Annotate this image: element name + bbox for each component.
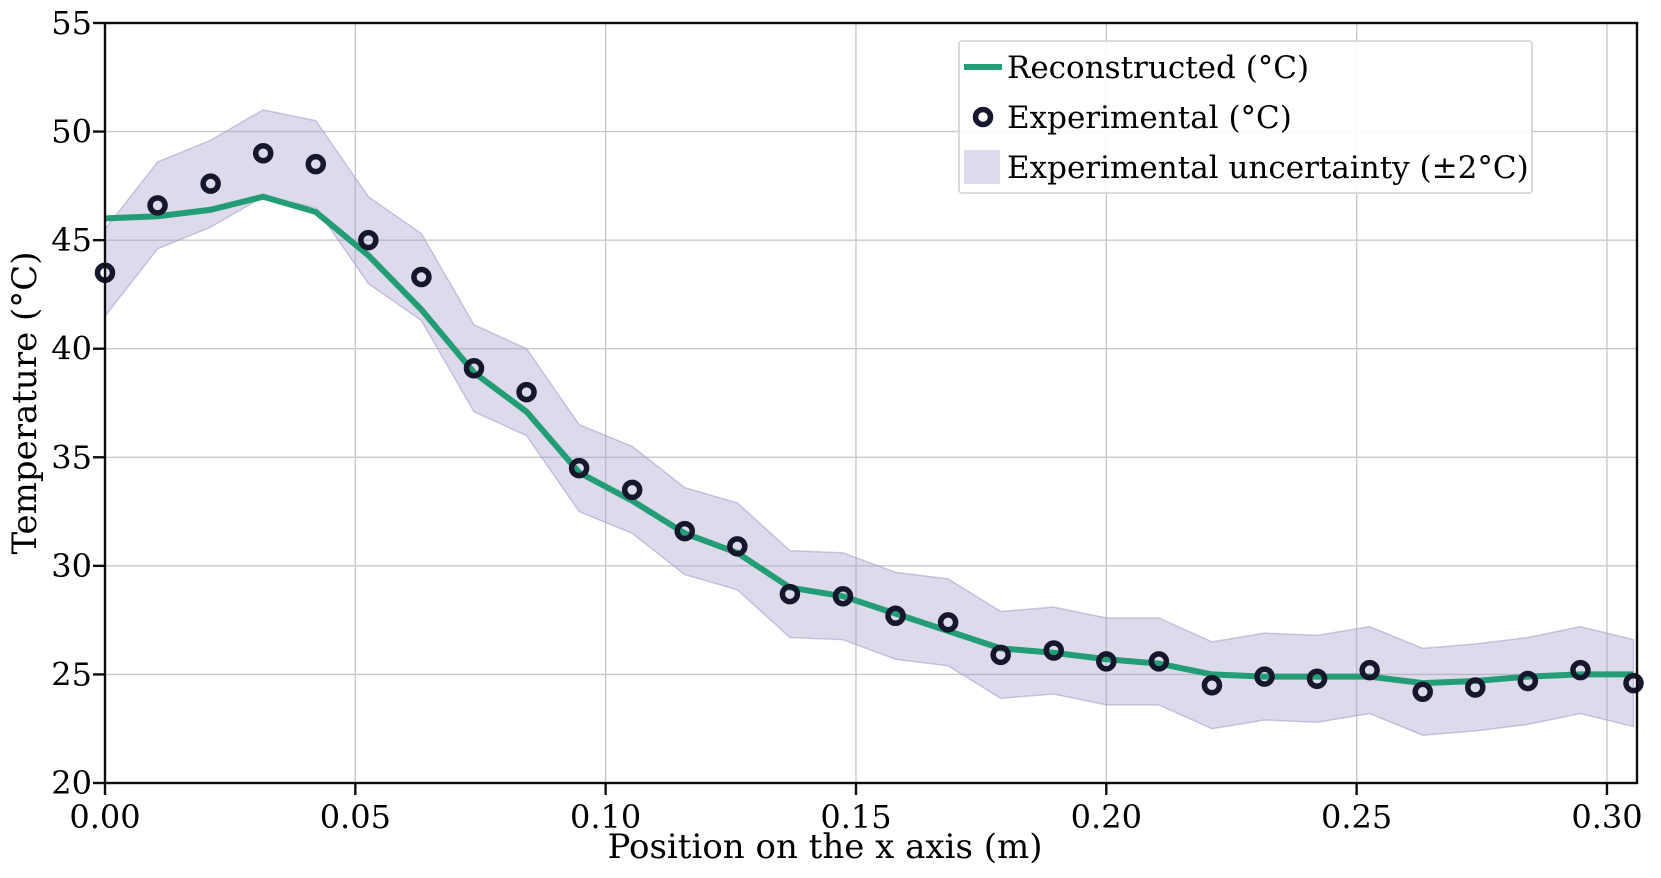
experimental-point (885, 605, 906, 627)
x-tick-label: 0.00 (69, 798, 140, 836)
experimental-point (1623, 672, 1644, 694)
experimental-point (727, 536, 748, 557)
reconstructed-line (104, 193, 1634, 687)
experimental-point (779, 583, 801, 605)
experimental-point (990, 644, 1011, 666)
experimental-point (1043, 640, 1064, 661)
uncertainty-band-polygon (104, 109, 1635, 736)
plot-border (103, 21, 1639, 785)
x-tick-label: 0.30 (1571, 798, 1642, 836)
x-tick-label: 0.05 (320, 798, 391, 836)
experimental-point (463, 358, 485, 379)
experimental-point (1570, 659, 1591, 681)
x-axis-label: Position on the x axis (m) (608, 827, 1043, 867)
experimental-point (305, 153, 327, 175)
x-tick-label: 0.20 (1071, 798, 1142, 836)
y-axis-label: Temperature (°C) (5, 251, 45, 554)
y-tick-label: 50 (51, 113, 92, 151)
uncertainty-band (104, 109, 1635, 736)
experimental-point (147, 195, 168, 216)
experimental-point (1148, 651, 1170, 672)
axis-ticks: 0.00 0.05 0.10 0.15 0.20 0.25 0.30 20 25 30 35 40 45… (51, 4, 1642, 836)
y-tick-label: 30 (51, 547, 92, 585)
legend-label-reconstructed: Reconstructed (°C) (1007, 50, 1309, 86)
x-tick-label: 0.10 (570, 798, 641, 836)
legend-label-experimental: Experimental (°C) (1007, 100, 1292, 136)
experimental-point (1412, 681, 1433, 703)
experimental-point (411, 266, 432, 288)
y-tick-label: 40 (51, 330, 92, 368)
experimental-point (1096, 651, 1117, 672)
experimental-point (674, 520, 696, 542)
reconstructed-polyline (104, 193, 1634, 687)
legend-band-swatch (964, 150, 1000, 184)
experimental-markers (94, 143, 1644, 703)
experimental-point (568, 457, 590, 479)
x-tick-label: 0.25 (1321, 798, 1392, 836)
experimental-point (832, 586, 854, 607)
experimental-point (621, 479, 643, 501)
experimental-point (937, 612, 959, 633)
experimental-point (1254, 666, 1275, 687)
experimental-point (1465, 677, 1486, 698)
y-tick-label: 45 (51, 221, 92, 259)
experimental-point (1359, 659, 1380, 681)
y-tick-label: 55 (51, 4, 92, 42)
experimental-point (252, 143, 274, 164)
legend-box (958, 40, 1533, 194)
experimental-point (516, 381, 537, 403)
y-tick-label: 25 (51, 655, 92, 693)
y-tick-label: 35 (51, 438, 92, 476)
legend-label-uncertainty: Experimental uncertainty (±2°C) (1007, 150, 1529, 186)
y-tick-label: 20 (51, 764, 92, 802)
x-tick-label: 0.15 (820, 798, 891, 836)
legend-marker-swatch (972, 106, 994, 128)
legend: Reconstructed (°C) Experimental (°C) Exp… (958, 40, 1533, 194)
experimental-point (358, 229, 379, 251)
experimental-point (1517, 670, 1539, 692)
experimental-point (200, 173, 221, 194)
experimental-point (1306, 668, 1328, 690)
experimental-point (1201, 675, 1223, 696)
